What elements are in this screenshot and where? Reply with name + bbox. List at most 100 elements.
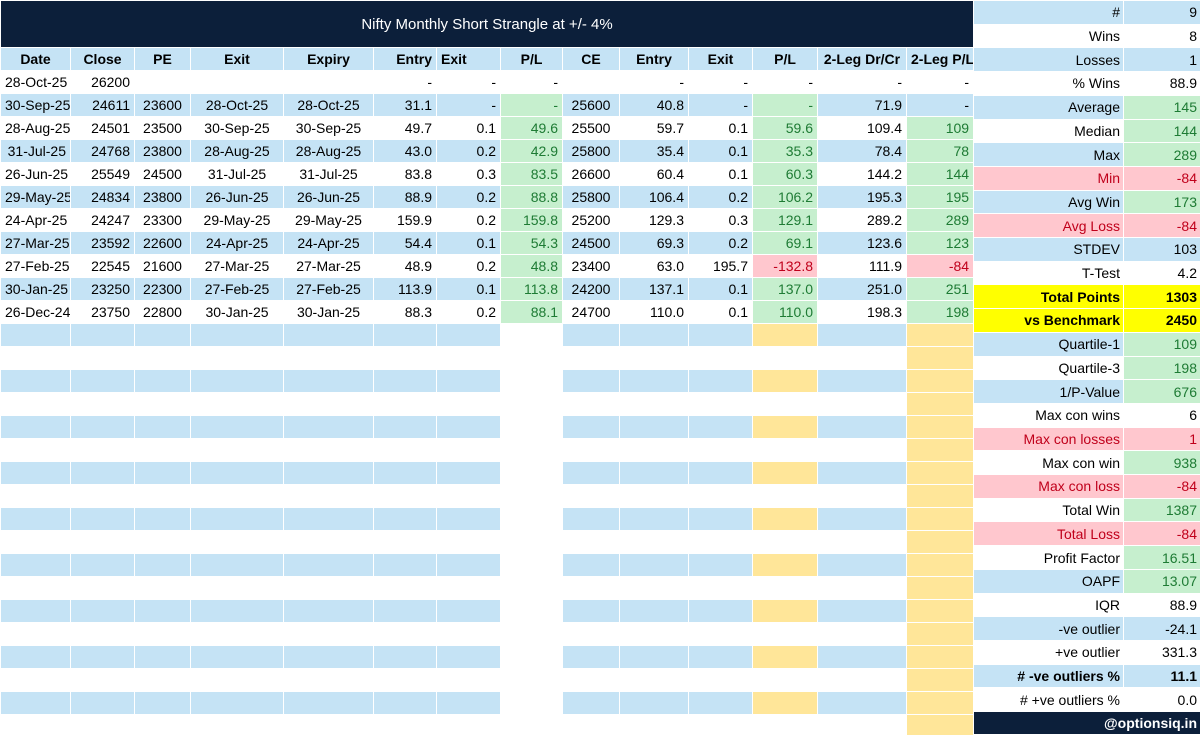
cell-ce-entry[interactable] — [619, 484, 689, 508]
cell-pe-entry[interactable]: 43.0 — [373, 139, 437, 163]
cell-exit[interactable] — [190, 392, 284, 416]
cell-pe-pl[interactable]: 113.8 — [500, 277, 563, 301]
cell-ce-exit[interactable]: 0.2 — [688, 231, 753, 255]
cell-expiry[interactable] — [283, 70, 374, 94]
cell-pe[interactable] — [134, 691, 191, 715]
stat-value[interactable]: -24.1 — [1123, 616, 1200, 641]
cell-ce-entry[interactable] — [619, 507, 689, 531]
cell-ce[interactable] — [562, 553, 620, 577]
cell-expiry[interactable] — [283, 668, 374, 692]
cell-ce-entry[interactable]: - — [619, 70, 689, 94]
cell-close[interactable] — [70, 714, 135, 735]
stat-value[interactable]: -84 — [1123, 165, 1200, 191]
cell-drcr[interactable] — [817, 714, 907, 735]
cell-exit[interactable]: 28-Oct-25 — [190, 93, 284, 117]
cell-exit[interactable] — [190, 346, 284, 370]
cell-exit[interactable] — [190, 576, 284, 600]
cell-ce-pl[interactable] — [752, 323, 818, 347]
cell-pe-pl[interactable] — [500, 599, 563, 623]
cell-leg-pl[interactable]: 144 — [905, 162, 975, 186]
cell-close[interactable] — [70, 576, 135, 600]
cell-expiry[interactable] — [283, 415, 374, 439]
cell-exit[interactable]: 28-Aug-25 — [190, 139, 284, 163]
cell-pe-pl[interactable] — [500, 323, 563, 347]
cell-pe-entry[interactable]: 159.9 — [373, 208, 437, 232]
cell-exit[interactable] — [190, 622, 284, 646]
cell-pe-entry[interactable]: 88.9 — [373, 185, 437, 209]
stat-value[interactable]: 173 — [1123, 189, 1200, 215]
cell-pe-entry[interactable]: 88.3 — [373, 300, 437, 324]
cell-ce[interactable]: 25200 — [562, 208, 620, 232]
cell-ce-pl[interactable] — [752, 622, 818, 646]
cell-ce-exit[interactable] — [688, 714, 753, 735]
cell-expiry[interactable] — [283, 323, 374, 347]
cell-ce-pl[interactable]: 106.2 — [752, 185, 818, 209]
cell-ce[interactable] — [562, 461, 620, 485]
cell-ce[interactable]: 24500 — [562, 231, 620, 255]
cell-drcr[interactable]: - — [817, 70, 907, 94]
cell-ce-pl[interactable] — [752, 553, 818, 577]
cell-ce-exit[interactable]: - — [688, 93, 753, 117]
cell-ce-exit[interactable] — [688, 645, 753, 669]
cell-pe[interactable]: 24500 — [134, 162, 191, 186]
cell-date[interactable]: 26-Dec-24 — [0, 300, 71, 324]
col-header-drcr[interactable]: 2-Leg Dr/Cr — [817, 47, 907, 71]
cell-pe-exit[interactable] — [436, 622, 501, 646]
cell-ce-entry[interactable] — [619, 438, 689, 462]
cell-ce-exit[interactable] — [688, 461, 753, 485]
cell-ce-entry[interactable]: 40.8 — [619, 93, 689, 117]
cell-ce-entry[interactable] — [619, 415, 689, 439]
cell-date[interactable] — [0, 484, 71, 508]
stat-value[interactable]: -84 — [1123, 474, 1200, 499]
cell-date[interactable] — [0, 691, 71, 715]
cell-ce-entry[interactable] — [619, 553, 689, 577]
cell-exit[interactable] — [190, 369, 284, 393]
cell-ce-pl[interactable]: 129.1 — [752, 208, 818, 232]
cell-date[interactable]: 31-Jul-25 — [0, 139, 71, 163]
cell-expiry[interactable] — [283, 645, 374, 669]
cell-ce-pl[interactable] — [752, 415, 818, 439]
cell-expiry[interactable]: 30-Sep-25 — [283, 116, 374, 140]
cell-ce[interactable] — [562, 438, 620, 462]
cell-ce[interactable] — [562, 369, 620, 393]
cell-close[interactable]: 24834 — [70, 185, 135, 209]
col-header-ce-exit[interactable]: Exit — [688, 47, 753, 71]
cell-drcr[interactable]: 71.9 — [817, 93, 907, 117]
stat-value[interactable]: 88.9 — [1123, 592, 1200, 618]
cell-close[interactable]: 23592 — [70, 231, 135, 255]
cell-drcr[interactable] — [817, 461, 907, 485]
stat-value[interactable]: 103 — [1123, 237, 1200, 262]
cell-ce-pl[interactable] — [752, 346, 818, 370]
cell-leg-pl[interactable] — [905, 507, 975, 531]
cell-pe[interactable] — [134, 392, 191, 416]
cell-pe[interactable] — [134, 507, 191, 531]
cell-leg-pl[interactable] — [905, 530, 975, 554]
stat-value[interactable]: 6 — [1123, 402, 1200, 428]
cell-exit[interactable]: 29-May-25 — [190, 208, 284, 232]
cell-exit[interactable]: 27-Feb-25 — [190, 277, 284, 301]
stat-value[interactable]: 331.3 — [1123, 639, 1200, 665]
stat-value[interactable]: 13.07 — [1123, 568, 1200, 594]
cell-ce-exit[interactable] — [688, 576, 753, 600]
cell-expiry[interactable]: 27-Feb-25 — [283, 277, 374, 301]
cell-ce-entry[interactable] — [619, 530, 689, 554]
col-header-date[interactable]: Date — [0, 47, 71, 71]
cell-ce-exit[interactable]: 0.1 — [688, 300, 753, 324]
cell-exit[interactable] — [190, 668, 284, 692]
cell-date[interactable] — [0, 392, 71, 416]
cell-pe-entry[interactable] — [373, 369, 437, 393]
col-header-close[interactable]: Close — [70, 47, 135, 71]
cell-pe[interactable] — [134, 599, 191, 623]
cell-ce-exit[interactable]: 0.1 — [688, 139, 753, 163]
cell-pe[interactable]: 22300 — [134, 277, 191, 301]
cell-close[interactable] — [70, 599, 135, 623]
cell-drcr[interactable] — [817, 392, 907, 416]
cell-ce-pl[interactable]: -132.8 — [752, 254, 818, 278]
cell-close[interactable] — [70, 461, 135, 485]
cell-expiry[interactable]: 29-May-25 — [283, 208, 374, 232]
cell-leg-pl[interactable]: - — [905, 93, 975, 117]
cell-pe-pl[interactable] — [500, 576, 563, 600]
cell-ce-pl[interactable]: - — [752, 93, 818, 117]
cell-ce-pl[interactable]: 137.0 — [752, 277, 818, 301]
cell-exit[interactable] — [190, 415, 284, 439]
